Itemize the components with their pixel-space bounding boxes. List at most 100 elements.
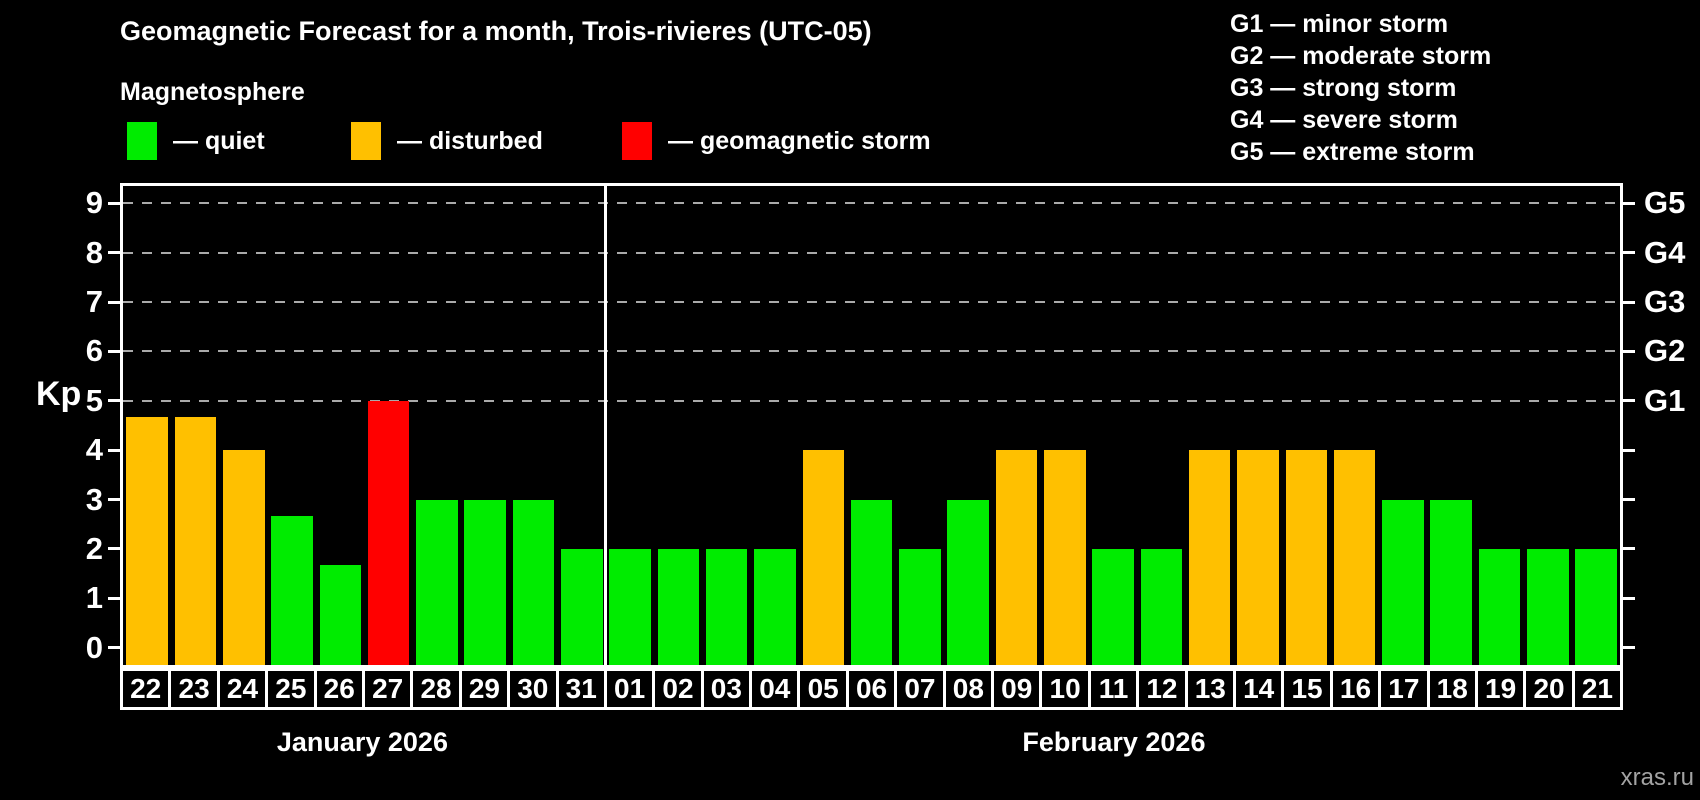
g-scale-label-G3: G3	[1644, 284, 1686, 320]
kp-bar-28	[416, 499, 458, 665]
day-label-29: 29	[458, 668, 511, 710]
storm-scale-g1: G1 — minor storm	[1230, 10, 1449, 38]
bar-slot-29	[461, 186, 509, 665]
kp-bar-07	[899, 548, 941, 665]
day-label-28: 28	[410, 668, 462, 710]
bar-slot-22	[123, 186, 171, 665]
left-axis-tick-8	[108, 251, 120, 255]
day-label-23: 23	[168, 668, 220, 710]
left-axis-tick-5	[108, 399, 120, 403]
y-axis-label-0: 0	[85, 629, 103, 665]
kp-bar-21	[1575, 548, 1617, 665]
y-axis-label-3: 3	[85, 481, 103, 517]
y-axis-label-9: 9	[85, 185, 103, 221]
kp-bar-13	[1188, 450, 1231, 665]
day-label-10: 10	[1039, 668, 1091, 710]
bar-slot-04	[751, 186, 799, 665]
storm-scale-g4: G4 — severe storm	[1230, 106, 1458, 134]
legend-label-disturbed: — disturbed	[397, 126, 543, 155]
legend-item-storm: — geomagnetic storm	[622, 122, 931, 160]
kp-bar-31	[561, 548, 603, 665]
kp-bar-17	[1382, 499, 1424, 665]
day-label-06: 06	[845, 668, 898, 710]
kp-bar-30	[512, 499, 555, 665]
bar-slot-08	[944, 186, 992, 665]
day-label-25: 25	[265, 668, 317, 710]
day-label-16: 16	[1329, 668, 1382, 710]
legend-item-disturbed: — disturbed	[351, 122, 543, 160]
month-separator-line	[604, 186, 608, 665]
storm-scale-g3: G3 — strong storm	[1230, 74, 1457, 102]
g-scale-label-G4: G4	[1644, 234, 1686, 270]
quiet-color-swatch	[127, 122, 157, 160]
bar-slot-13	[1186, 186, 1234, 665]
day-label-12: 12	[1136, 668, 1188, 710]
day-label-02: 02	[652, 668, 704, 710]
month-label-0: January 2026	[276, 727, 448, 757]
left-axis-tick-2	[108, 547, 120, 551]
day-axis-row: 22 23 24 25 26 27 28 29 30 31 01 02 03 04 05 06 07 08 09 10…	[120, 668, 1624, 710]
bar-slot-16	[1330, 186, 1378, 665]
right-axis-tick-8	[1623, 251, 1635, 255]
bar-slot-24	[220, 186, 268, 665]
right-axis-tick-2	[1623, 547, 1635, 551]
bar-slot-19	[1475, 186, 1523, 665]
g-scale-label-G5: G5	[1644, 185, 1686, 221]
kp-bar-23	[174, 417, 217, 665]
kp-bar-04	[754, 548, 796, 665]
chart-subtitle: Magnetosphere	[120, 78, 305, 106]
day-label-17: 17	[1378, 668, 1430, 710]
right-axis-tick-4	[1623, 448, 1635, 452]
right-axis-tick-7	[1623, 300, 1635, 304]
gridline-kp-7	[123, 301, 1620, 304]
gridline-kp-9	[123, 202, 1620, 205]
bar-slot-25	[268, 186, 316, 665]
kp-bar-19	[1478, 548, 1521, 665]
day-label-08: 08	[942, 668, 995, 710]
kp-bar-01	[609, 548, 651, 665]
kp-bar-05	[802, 450, 845, 665]
bars-container	[123, 186, 1620, 665]
g-scale-label-G2: G2	[1644, 333, 1686, 369]
kp-bar-06	[850, 499, 893, 665]
y-axis-title: Kp	[36, 375, 82, 413]
kp-bar-10	[1044, 450, 1086, 665]
y-axis-label-6: 6	[85, 333, 103, 369]
bar-slot-09	[992, 186, 1040, 665]
left-axis-tick-9	[108, 201, 120, 205]
kp-bar-14	[1237, 450, 1279, 665]
bar-slot-23	[171, 186, 219, 665]
bar-slot-21	[1572, 186, 1620, 665]
kp-bar-09	[995, 450, 1038, 665]
day-label-24: 24	[216, 668, 269, 710]
kp-bar-27	[367, 400, 410, 665]
left-axis-tick-4	[108, 448, 120, 452]
bar-slot-30	[509, 186, 557, 665]
right-axis-tick-3	[1623, 498, 1635, 502]
day-label-20: 20	[1523, 668, 1575, 710]
kp-bar-26	[319, 565, 362, 665]
storm-scale-g2: G2 — moderate storm	[1230, 42, 1492, 70]
bar-slot-17	[1379, 186, 1427, 665]
day-label-11: 11	[1087, 668, 1140, 710]
y-axis-label-7: 7	[85, 284, 103, 320]
bar-slot-02	[654, 186, 702, 665]
day-label-14: 14	[1232, 668, 1285, 710]
y-axis-label-8: 8	[85, 234, 103, 270]
bar-slot-07	[896, 186, 944, 665]
kp-bar-18	[1430, 499, 1472, 665]
legend-label-quiet: — quiet	[173, 126, 265, 155]
kp-bar-24	[222, 450, 265, 665]
left-axis-tick-1	[108, 596, 120, 600]
day-label-27: 27	[361, 668, 414, 710]
kp-bar-03	[705, 548, 748, 665]
kp-bar-22	[126, 417, 168, 665]
legend-item-quiet: — quiet	[127, 122, 265, 160]
gridline-kp-6	[123, 350, 1620, 353]
y-axis-label-4: 4	[85, 432, 103, 468]
day-label-26: 26	[313, 668, 365, 710]
month-label-1: February 2026	[1022, 727, 1206, 757]
storm-scale-g5: G5 — extreme storm	[1230, 138, 1475, 166]
bar-slot-15	[1282, 186, 1330, 665]
y-axis-label-1: 1	[85, 580, 103, 616]
